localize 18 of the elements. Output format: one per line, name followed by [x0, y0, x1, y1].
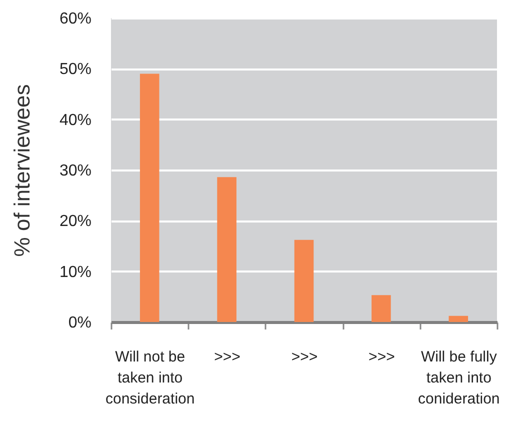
x-tick-label: >>> — [368, 348, 396, 366]
y-tick-label: 60% — [59, 10, 92, 28]
bar — [217, 177, 236, 322]
y-tick-label: 40% — [59, 112, 92, 129]
y-tick-label: 50% — [59, 61, 92, 78]
bar — [294, 240, 314, 322]
bar — [140, 74, 160, 322]
y-axis-title: % of interviewees — [9, 84, 34, 257]
y-tick-label: 30% — [59, 162, 92, 180]
y-tick-label: 10% — [59, 264, 92, 281]
x-tick-label: Will not be taken into consideration — [105, 348, 195, 408]
bar — [448, 316, 468, 322]
x-tick-label: >>> — [291, 348, 318, 366]
y-tick-label: 0% — [68, 314, 92, 332]
x-tick-label: >>> — [214, 348, 241, 366]
bar — [372, 295, 391, 322]
y-tick-label: 20% — [59, 213, 92, 230]
x-tick-label: Will be fully taken into conideration — [418, 348, 500, 408]
